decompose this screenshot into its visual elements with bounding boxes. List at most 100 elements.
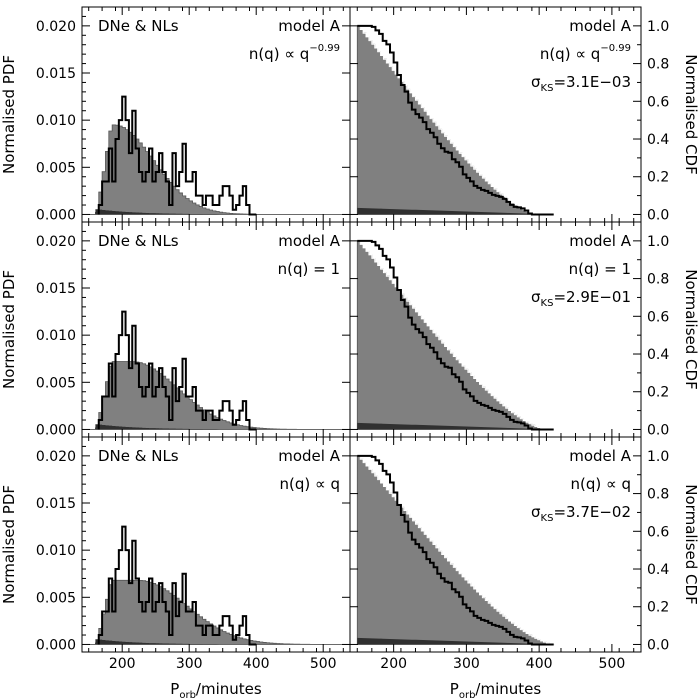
nq-text: n(q) ∝ q	[540, 45, 601, 63]
pdf-y-tick-label: 0.010	[36, 113, 76, 129]
x-tick-label: 400	[526, 656, 553, 672]
model-pdf-histogram	[88, 124, 350, 215]
pdf-y-tick-label: 0.010	[36, 543, 76, 559]
x-label-main: P	[450, 680, 459, 698]
nq-label-left: n(q) = 1	[278, 260, 340, 278]
pdf-y-tick-label: 0.000	[36, 422, 76, 438]
sigma-ks-label: σKS=3.1E−03	[531, 73, 631, 94]
x-tick-label: 200	[380, 656, 407, 672]
cdf-y-axis-label: Normalised CDF	[682, 484, 700, 604]
pdf-y-axis-label: Normalised PDF	[0, 55, 18, 174]
x-tick-label: 200	[109, 656, 136, 672]
model-pdf-subpopulation	[95, 209, 220, 215]
pdf-y-tick-label: 0.015	[36, 496, 76, 512]
pdf-y-tick-label: 0.020	[36, 19, 76, 35]
nq-text: n(q) ∝ q	[570, 475, 631, 493]
cdf-panel-1: 0.0 0.2 0.4 0.6 0.8 1.0 Normalised CDF σKS=3.1E…	[349, 6, 700, 223]
sigma-symbol: σ	[531, 288, 541, 306]
cdf-y-tick-label: 0.6	[647, 524, 669, 540]
pdf-y-tick-label: 0.000	[36, 207, 76, 223]
nq-text: n(q) ∝ q	[279, 475, 340, 493]
sample-label: DNe & NLs	[98, 232, 179, 250]
nq-label-right: n(q) ∝ q−0.99	[540, 43, 631, 63]
observed-pdf-histogram	[97, 310, 257, 431]
cdf-y-tick-label: 0.0	[647, 637, 669, 653]
cdf-y-axis-label: Normalised CDF	[682, 54, 700, 174]
x-label-sub: orb	[459, 690, 476, 700]
pdf-panel-1: 0.000 0.005 0.010 0.015 0.020 Normalised PDF D…	[0, 6, 632, 223]
cdf-y-tick-label: 0.0	[647, 207, 669, 223]
cdf-panel-3: 0.0 0.2 0.4 0.6 0.8 1.0 Normalised CDF σKS=3.7E…	[349, 436, 700, 653]
sigma-ks-label: σKS=3.7E−02	[531, 503, 631, 524]
x-label-sub: orb	[179, 690, 196, 700]
cdf-y-tick-label: 0.4	[647, 347, 669, 363]
cdf-y-axis-label: Normalised CDF	[682, 269, 700, 389]
x-tick-label: 500	[310, 656, 337, 672]
cdf-y-tick-label: 0.8	[647, 487, 669, 503]
cdf-y-tick-label: 0.6	[647, 309, 669, 325]
cdf-y-tick-label: 0.6	[647, 94, 669, 110]
sigma-sub: KS	[541, 83, 554, 94]
observed-pdf-histogram	[97, 95, 257, 216]
observed-cdf-line	[357, 239, 554, 431]
cdf-y-tick-label: 0.0	[647, 422, 669, 438]
pdf-panel-3: 0.000 0.005 0.010 0.015 0.020 Normalised PDF D…	[0, 436, 632, 653]
sigma-sub: KS	[541, 298, 554, 309]
pdf-y-tick-label: 0.010	[36, 328, 76, 344]
model-label-left: model A	[278, 17, 340, 35]
sigma-symbol: σ	[531, 73, 541, 91]
cdf-y-tick-label: 0.2	[647, 385, 669, 401]
model-pdf-subpopulation	[95, 424, 220, 430]
sample-label: DNe & NLs	[98, 17, 179, 35]
pdf-y-tick-label: 0.005	[36, 375, 76, 391]
model-label-right: model A	[569, 17, 631, 35]
pdf-y-axis-label: Normalised PDF	[0, 485, 18, 604]
cdf-y-tick-label: 0.8	[647, 272, 669, 288]
x-label-rest: /minutes	[196, 680, 262, 698]
sample-label: DNe & NLs	[98, 447, 179, 465]
model-cdf-subpopulation	[357, 422, 554, 430]
cdf-y-tick-label: 0.4	[647, 562, 669, 578]
x-tick-label: 300	[453, 656, 480, 672]
model-cdf-subpopulation	[357, 637, 554, 645]
observed-cdf-line	[357, 454, 554, 646]
x-axis-label-right: Porb/minutes	[450, 680, 542, 700]
cdf-y-tick-label: 0.8	[647, 57, 669, 73]
sigma-value: =3.1E−03	[553, 73, 631, 91]
model-cdf-subpopulation	[357, 207, 554, 215]
model-label-right: model A	[569, 447, 631, 465]
cdf-y-tick-label: 1.0	[647, 234, 669, 250]
pdf-y-tick-label: 0.015	[36, 66, 76, 82]
cdf-axes-frame	[349, 436, 642, 653]
sigma-value: =3.7E−02	[553, 503, 631, 521]
cdf-panel-2: 0.0 0.2 0.4 0.6 0.8 1.0 Normalised CDF σKS=2.9E…	[349, 221, 700, 438]
cdf-y-tick-label: 1.0	[647, 19, 669, 35]
model-pdf-histogram	[88, 361, 351, 430]
sigma-value: =2.9E−01	[553, 288, 631, 306]
model-label-left: model A	[278, 232, 340, 250]
x-tick-label: 300	[176, 656, 203, 672]
x-tick-label: 500	[599, 656, 626, 672]
nq-label-left: n(q) ∝ q	[279, 475, 340, 493]
nq-exponent: −0.99	[600, 43, 631, 54]
x-tick-label: 400	[243, 656, 270, 672]
model-label-right: model A	[569, 232, 631, 250]
pdf-y-tick-label: 0.020	[36, 449, 76, 465]
pdf-y-tick-label: 0.020	[36, 234, 76, 250]
pdf-y-tick-label: 0.005	[36, 160, 76, 176]
observed-pdf-histogram	[97, 525, 257, 646]
sigma-sub: KS	[541, 513, 554, 524]
cdf-y-tick-label: 0.4	[647, 132, 669, 148]
nq-label-right: n(q) = 1	[569, 260, 631, 278]
model-pdf-subpopulation	[95, 639, 220, 645]
sigma-ks-label: σKS=2.9E−01	[531, 288, 631, 309]
observed-cdf-line	[357, 24, 554, 216]
x-axis-label-left: Porb/minutes	[170, 680, 262, 700]
pdf-y-axis-label: Normalised PDF	[0, 270, 18, 389]
nq-exponent: −0.99	[309, 43, 340, 54]
cdf-y-tick-label: 1.0	[647, 449, 669, 465]
nq-label-right: n(q) ∝ q	[570, 475, 631, 493]
pdf-y-tick-label: 0.015	[36, 281, 76, 297]
nq-text: n(q) = 1	[569, 260, 631, 278]
sigma-symbol: σ	[531, 503, 541, 521]
